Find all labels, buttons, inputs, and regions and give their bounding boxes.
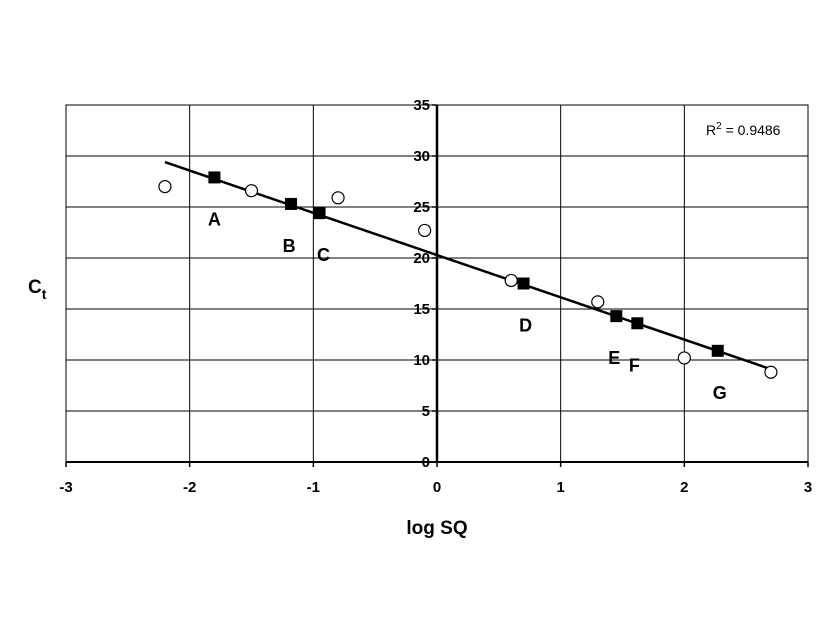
y-tick-label: 10	[413, 352, 430, 369]
tick-labels: 0 5 10 15 20 25 30 35 -3 -2 -1 0 1 2 3	[59, 97, 812, 496]
y-tick-label: 35	[413, 97, 430, 114]
data-point-circle	[764, 365, 778, 379]
r-squared-sup: 2	[716, 121, 722, 132]
y-tick-label: 25	[413, 199, 430, 216]
y-axis-title-main: C	[28, 277, 42, 298]
point-label: A	[208, 209, 221, 229]
point-label: D	[519, 316, 532, 336]
data-point-circle	[158, 180, 172, 194]
data-point-circle	[331, 191, 345, 205]
y-tick-label: 30	[413, 148, 430, 165]
x-tick-label: -2	[183, 479, 196, 496]
x-tick-label: 2	[680, 479, 688, 496]
data-point-circle	[418, 223, 432, 238]
x-tick-label: -3	[59, 479, 72, 496]
data-point-square	[313, 207, 326, 220]
trendline-group	[164, 160, 772, 371]
y-axis-title-sub: t	[42, 286, 47, 302]
point-label: C	[317, 245, 330, 265]
data-point-circle	[504, 273, 518, 288]
y-axis-title: Ct	[28, 277, 47, 302]
x-axis-title: log SQ	[406, 518, 467, 539]
point-label: E	[608, 348, 620, 368]
markers	[158, 171, 778, 379]
point-label: F	[629, 355, 640, 375]
point-labels: A B C D E F G	[208, 209, 727, 402]
y-tick-label: 20	[413, 250, 430, 267]
grid	[66, 105, 808, 462]
data-point-circle	[244, 184, 259, 198]
point-label: B	[283, 236, 296, 256]
y-tick-label: 15	[413, 301, 430, 318]
x-tick-label: -1	[307, 479, 320, 496]
point-label: G	[713, 383, 727, 403]
r-squared-prefix: R	[706, 122, 716, 138]
x-tick-label: 3	[804, 479, 812, 496]
data-point-square	[631, 317, 644, 330]
axes	[65, 104, 809, 467]
data-point-square	[285, 197, 298, 210]
data-point-square	[610, 310, 623, 323]
r-squared-value: = 0.9486	[722, 122, 781, 138]
x-tick-label: 1	[556, 479, 564, 496]
data-point-circle	[677, 351, 691, 365]
r-squared-annotation: R2 = 0.9486	[706, 121, 781, 138]
data-point-square	[711, 344, 724, 357]
data-point-circle	[591, 295, 605, 309]
y-tick-label: 0	[422, 454, 430, 471]
y-tick-label: 5	[422, 403, 430, 420]
x-tick-label: 0	[433, 479, 441, 496]
data-point-square	[208, 171, 221, 184]
data-point-square	[517, 277, 530, 290]
trendline	[164, 160, 772, 371]
